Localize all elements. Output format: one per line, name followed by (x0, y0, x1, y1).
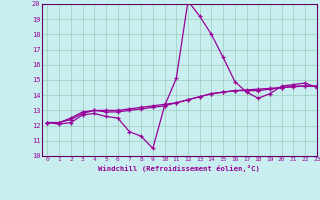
X-axis label: Windchill (Refroidissement éolien,°C): Windchill (Refroidissement éolien,°C) (98, 165, 260, 172)
